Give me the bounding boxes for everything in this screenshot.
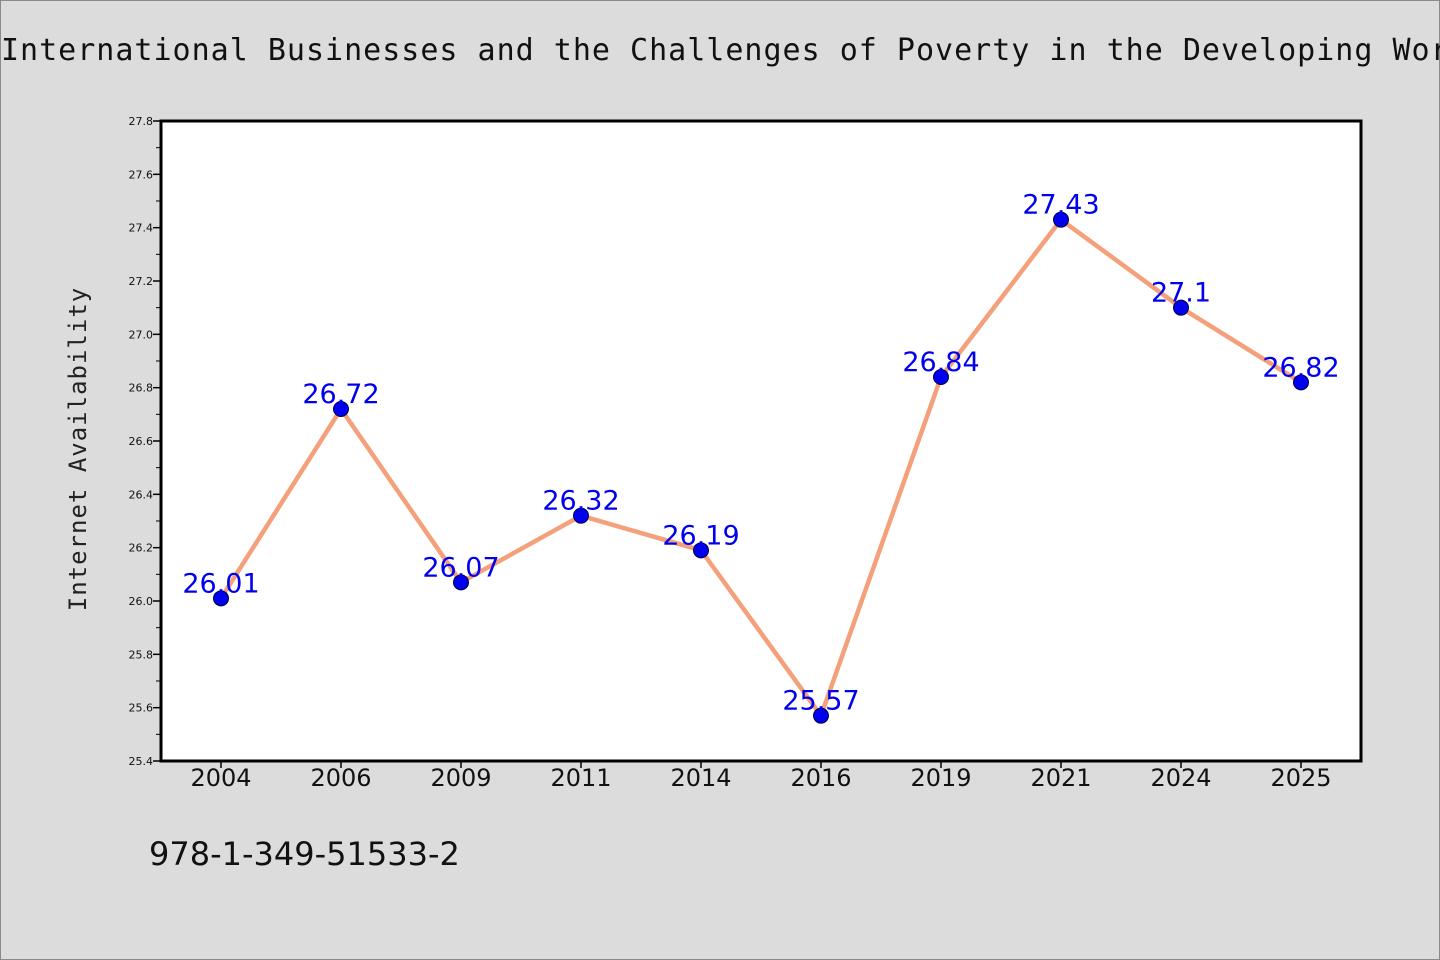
data-label: 26.01 [182,568,259,599]
data-point [1293,374,1309,391]
data-point [933,369,949,385]
data-point [693,542,709,559]
x-tick-label: 2011 [550,764,611,792]
data-label: 26.07 [422,552,499,583]
y-tick-label: 26.4 [129,488,154,501]
data-point [213,590,229,607]
x-tick-label: 2019 [910,764,971,792]
y-tick-label: 27.8 [129,115,154,128]
data-label: 26.72 [302,379,379,410]
x-tick-label: 2006 [310,764,371,792]
data-label: 27.1 [1151,278,1211,309]
x-tick-label: 2021 [1030,764,1091,792]
x-tick-label: 2009 [430,764,491,792]
x-tick-label: 2024 [1150,764,1211,792]
y-tick-label: 26.6 [129,435,154,448]
x-axis: 2004 2006 2009 2011 2014 2016 2019 2021 2024 2025 [190,761,1332,792]
data-label: 26.84 [902,347,979,378]
y-tick-label: 26.8 [129,382,154,395]
data-point [333,401,349,417]
chart-title: International Businesses and the Challen… [1,33,1440,68]
y-tick-label: 27.6 [129,168,154,181]
data-point [1053,211,1069,228]
x-tick-label: 2025 [1270,764,1331,792]
y-tick-label: 27.2 [129,275,154,288]
x-tick-label: 2016 [790,764,851,792]
plot-area [159,119,1363,763]
x-tick-label: 2004 [190,764,251,792]
y-axis: 25.4 25.6 25.8 26.0 26.2 26.4 26.6 26.8 27.0 27.2… [129,115,161,768]
y-axis-label: Internet Availability [64,287,92,611]
isbn-footer: 978-1-349-51533-2 [149,835,460,873]
y-tick-label: 25.4 [129,755,154,768]
data-point [813,707,829,724]
x-tick-label: 2014 [670,764,731,792]
y-tick-label: 25.8 [129,648,154,661]
data-label: 27.43 [1022,190,1099,221]
data-point [1173,299,1189,316]
data-label: 25.57 [782,686,859,717]
y-tick-label: 27.0 [129,328,154,341]
y-tick-label: 27.4 [129,222,154,235]
data-point [573,507,589,524]
series-line [218,217,1304,718]
data-label: 26.32 [542,486,619,517]
y-tick-label: 26.2 [129,542,154,555]
data-label: 26.19 [662,520,739,551]
data-label: 26.82 [1262,352,1339,383]
data-point [453,574,469,591]
y-tick-label: 25.6 [129,702,154,715]
y-tick-label: 26.0 [129,595,154,608]
series-line-group: 26.01 26.72 26.07 26.32 26.19 25.57 26.84 27.43… [182,190,1340,724]
